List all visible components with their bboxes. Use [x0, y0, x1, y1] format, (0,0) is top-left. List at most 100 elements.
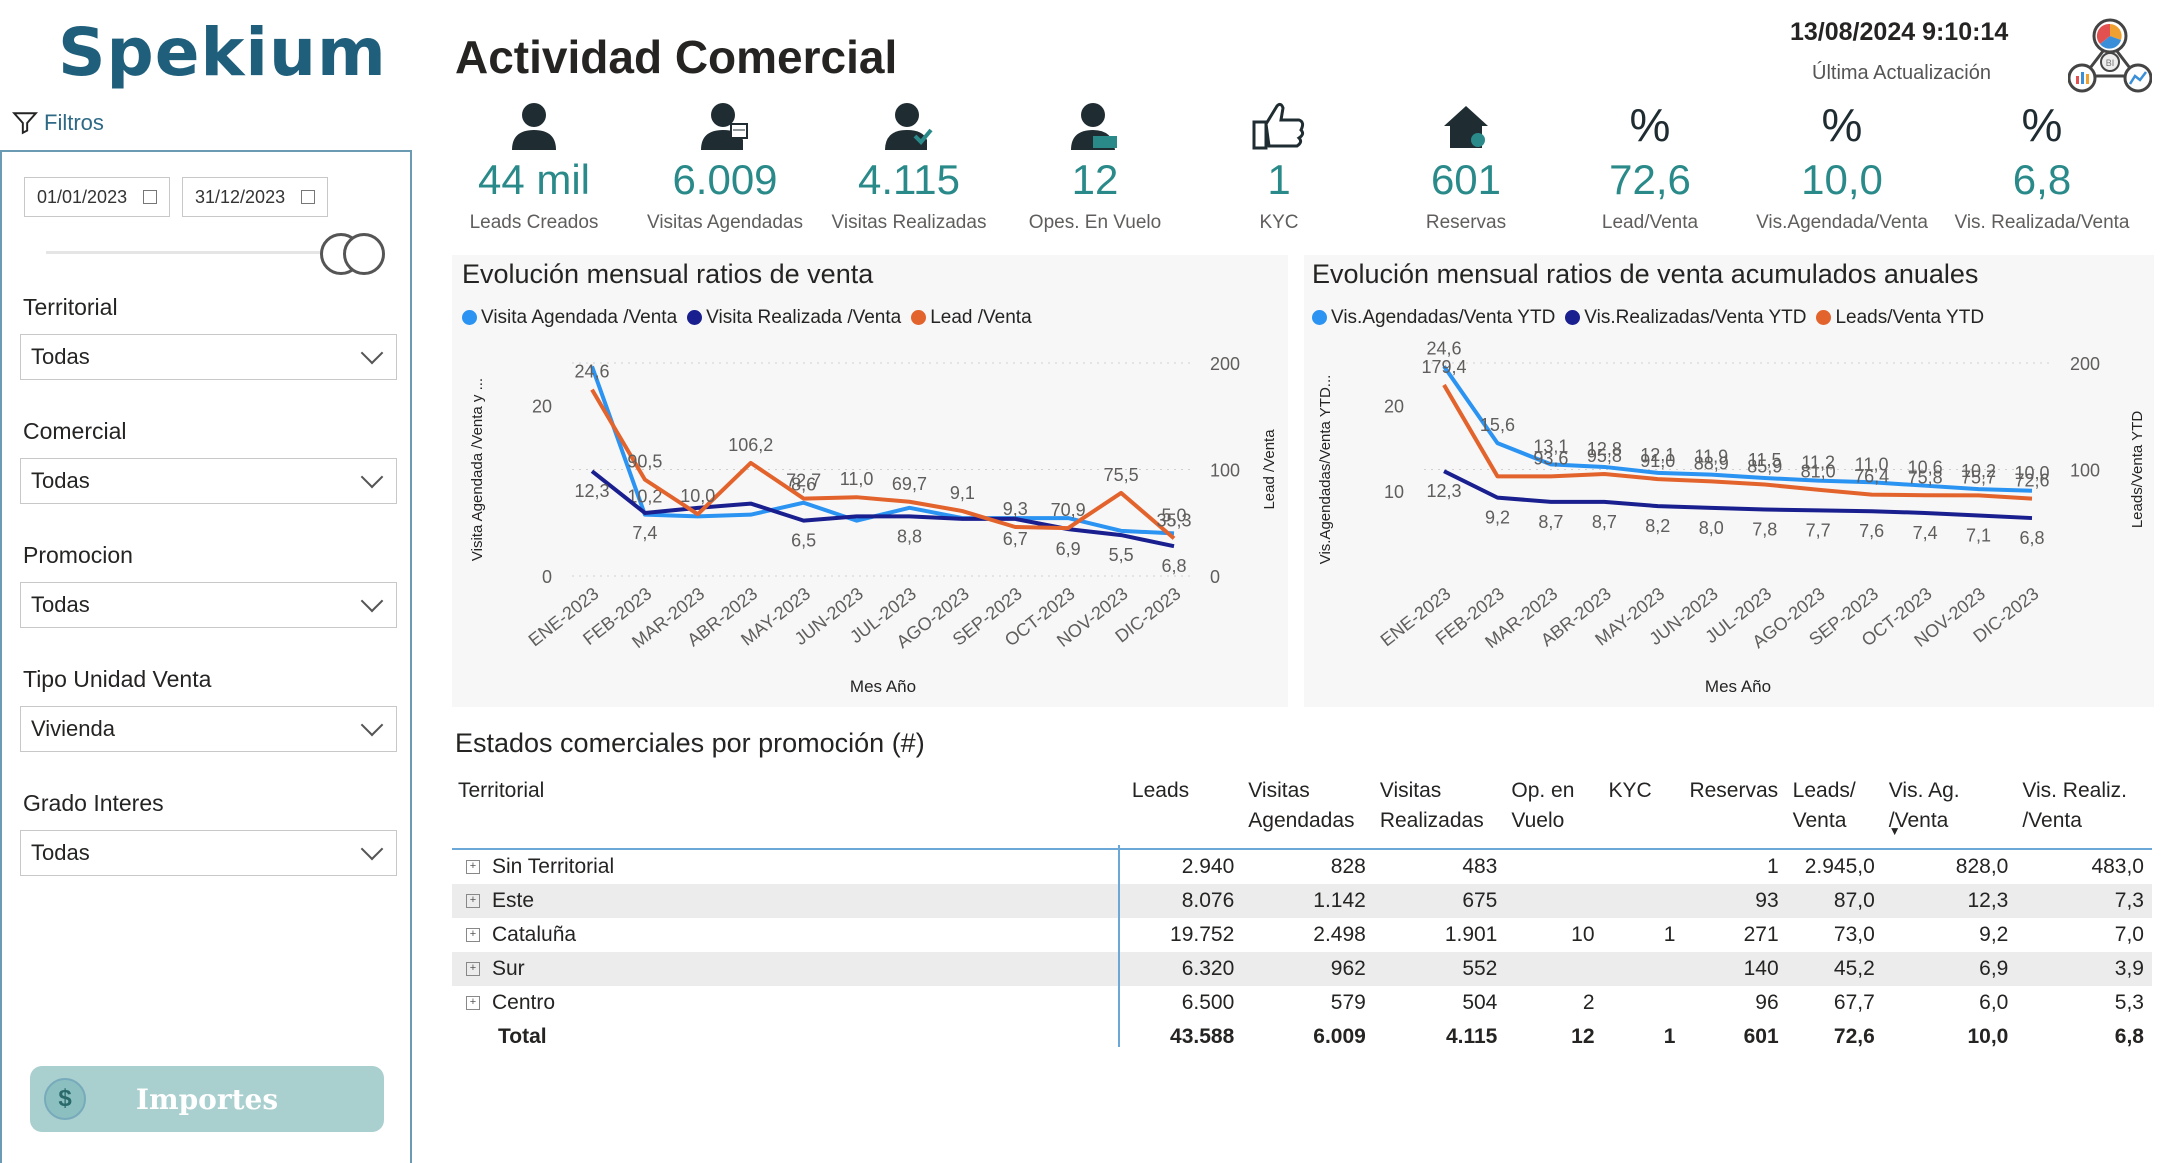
filters-toggle[interactable]: Filtros	[12, 110, 104, 136]
chart-plot-area[interactable]: 100 200 10 20 Vis.Agendadas/Venta YTD... Lead…	[1304, 255, 2154, 707]
kpi-label: KYC	[1259, 212, 1299, 233]
data-label: 90,5	[627, 452, 662, 472]
table-row[interactable]: + Sin Territorial 2.940 828 483 1 2.945,0 828,0…	[452, 849, 2152, 884]
filter-label-tipo-unidad: Tipo Unidad Venta	[23, 666, 212, 692]
data-label: 9,1	[950, 483, 975, 503]
date-from-value: 01/01/2023	[37, 186, 128, 207]
spekium-logo: Spekium	[58, 14, 387, 91]
col-header-visitas-realizadas[interactable]: Visitas Realizadas	[1373, 760, 1506, 849]
cell-leads: 2.940	[1125, 849, 1243, 884]
col-header-op-en-vuelo[interactable]: Op. en Vuelo	[1505, 760, 1603, 849]
chevron-down-icon	[360, 713, 384, 737]
col-header-kyc[interactable]: KYC	[1602, 760, 1684, 849]
cell-reservas: 96	[1683, 986, 1787, 1020]
table-row[interactable]: + Este 8.076 1.142 675 93 87,0 12,3 7,3	[452, 884, 2152, 918]
cell-kyc	[1602, 952, 1684, 986]
col-header-vis-realiz-venta[interactable]: Vis. Realiz. /Venta	[2016, 760, 2152, 849]
calendar-icon[interactable]	[301, 190, 315, 204]
page-title: Actividad Comercial	[455, 31, 898, 83]
chart-title: Evolución mensual ratios de venta	[462, 259, 874, 289]
date-to-input[interactable]: 31/12/2023	[182, 177, 328, 217]
kpi-value: 10,0	[1801, 156, 1883, 203]
col-header-leads-venta[interactable]: Leads/ Venta	[1786, 760, 1883, 849]
cell-kyc: 1	[1602, 918, 1684, 952]
col-header-vis-ag-venta[interactable]: Vis. Ag. /Venta ▼	[1882, 760, 2017, 849]
table-row[interactable]: + Centro 6.500 579 504 2 96 67,7 6,0 5,3	[452, 986, 2152, 1020]
cell-leads-venta: 45,2	[1786, 952, 1883, 986]
person-icon	[434, 100, 634, 152]
tipo-unidad-dropdown[interactable]: Vivienda	[20, 706, 397, 752]
table-title: Estados comerciales por promoción (#)	[455, 728, 925, 758]
filter-label-territorial: Territorial	[23, 294, 118, 320]
cell-op-en-vuelo	[1505, 884, 1603, 918]
legend-item[interactable]: Visita Agendada /Venta	[462, 307, 677, 329]
calendar-icon[interactable]	[143, 190, 157, 204]
table-row[interactable]: + Cataluña 19.752 2.498 1.901 10 1 271 73,0 9,2 7,…	[452, 918, 2152, 952]
expand-icon[interactable]: +	[466, 962, 480, 977]
cell-leads: 8.076	[1125, 884, 1243, 918]
col-header-territorial[interactable]: Territorial	[452, 760, 1126, 849]
cell-visitas-realizadas: 483	[1373, 849, 1506, 884]
kpi-label: Vis.Agendada/Venta	[1756, 212, 1928, 233]
y2-tick-label: 100	[1210, 461, 1240, 481]
chart-legend: Vis.Agendadas/Venta YTD Vis.Realizadas/V…	[1312, 307, 1984, 329]
data-label: 85,9	[1747, 457, 1782, 477]
data-label: 6,8	[1161, 556, 1186, 576]
legend-label: Lead /Venta	[930, 307, 1032, 328]
date-slider-track[interactable]	[46, 251, 326, 254]
expand-icon[interactable]: +	[466, 996, 480, 1011]
filter-label-promocion: Promocion	[23, 542, 133, 568]
data-label: 15,6	[1480, 415, 1515, 435]
data-label: 70,9	[1051, 500, 1086, 520]
legend-item[interactable]: Leads/Venta YTD	[1816, 307, 1984, 329]
comercial-dropdown[interactable]: Todas	[20, 458, 397, 504]
col-header-visitas-agendadas[interactable]: Visitas Agendadas	[1242, 760, 1374, 849]
series-line	[1442, 365, 2033, 493]
legend-item[interactable]: Lead /Venta	[911, 307, 1032, 329]
table-row[interactable]: + Sur 6.320 962 552 140 45,2 6,9 3,9	[452, 952, 2152, 986]
data-label: 91,0	[1640, 451, 1675, 471]
legend-item[interactable]: Vis.Agendadas/Venta YTD	[1312, 307, 1555, 329]
legend-item[interactable]: Vis.Realizadas/Venta YTD	[1565, 307, 1806, 329]
territorial-dropdown[interactable]: Todas	[20, 334, 397, 380]
date-slider-handle-end[interactable]	[343, 233, 385, 275]
cell-kyc	[1602, 884, 1684, 918]
chevron-down-icon	[360, 465, 384, 489]
cell-vis-ag-venta: 828,0	[1882, 849, 2017, 884]
total-cell: 72,6	[1786, 1020, 1883, 1054]
importes-button[interactable]: $ Importes	[30, 1066, 384, 1132]
cell-vis-ag-venta: 9,2	[1882, 918, 2017, 952]
chevron-down-icon	[360, 341, 384, 365]
expand-icon[interactable]: +	[466, 894, 480, 909]
data-label: 9,2	[1485, 508, 1510, 528]
cell-op-en-vuelo: 2	[1505, 986, 1603, 1020]
cell-vis-realiz-venta: 7,3	[2016, 884, 2152, 918]
data-label: 10,0	[2014, 463, 2049, 483]
cell-op-en-vuelo: 10	[1505, 918, 1603, 952]
legend-dot	[462, 310, 477, 326]
cell-visitas-agendadas: 962	[1242, 952, 1374, 986]
sort-desc-icon: ▼	[1888, 824, 1901, 838]
data-label: 10,0	[680, 486, 715, 506]
total-cell: 12	[1505, 1020, 1603, 1054]
data-label: 12,1	[1640, 445, 1675, 465]
expand-icon[interactable]: +	[466, 860, 480, 875]
chart-plot-area[interactable]: 0 100 200 0 20 Visita Agendada /Venta y ... Le…	[452, 255, 1288, 707]
kpi-value: 44 mil	[477, 156, 591, 203]
y-tick-label: 10	[1384, 482, 1404, 502]
col-header-leads[interactable]: Leads	[1125, 760, 1243, 849]
kpi-label: Visitas Agendadas	[647, 212, 803, 233]
expand-icon[interactable]: +	[466, 928, 480, 943]
legend-dot	[1312, 310, 1327, 326]
promocion-dropdown[interactable]: Todas	[20, 582, 397, 628]
person-check-icon	[809, 100, 1009, 152]
y2-axis-title: Leads/Venta YTD	[2129, 411, 2146, 528]
grado-interes-dropdown[interactable]: Todas	[20, 830, 397, 876]
data-label: 24,6	[574, 362, 609, 382]
kpi-label: Lead/Venta	[1601, 212, 1699, 233]
col-header-reservas[interactable]: Reservas	[1683, 760, 1787, 849]
cell-territorial: + Sur	[452, 952, 1126, 986]
date-from-input[interactable]: 01/01/2023	[24, 177, 170, 217]
total-cell: 43.588	[1125, 1020, 1243, 1054]
legend-item[interactable]: Visita Realizada /Venta	[687, 307, 901, 329]
